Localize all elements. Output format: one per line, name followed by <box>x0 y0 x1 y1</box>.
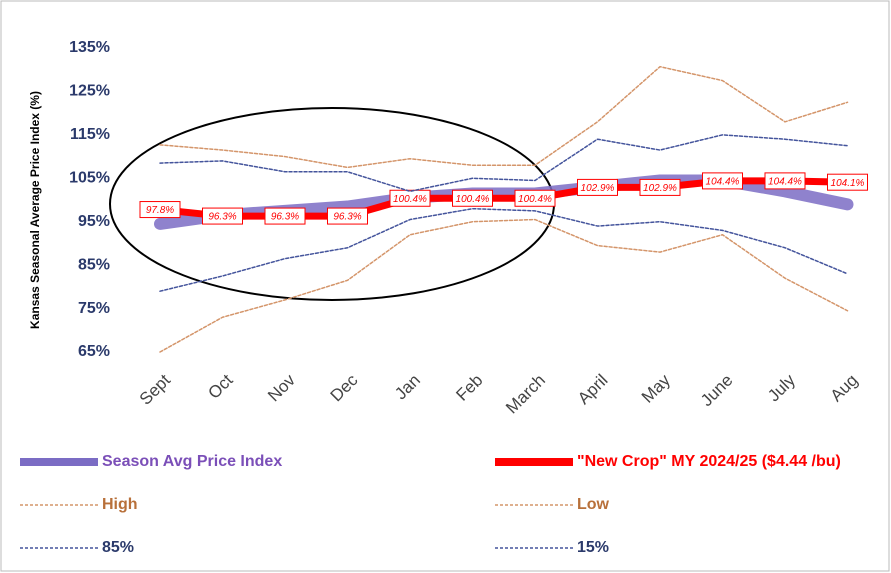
value-label-box <box>264 207 306 225</box>
value-label-box <box>702 172 743 190</box>
value-label-box <box>139 201 181 219</box>
value-label-box <box>827 173 868 191</box>
value-label-box <box>452 189 493 207</box>
y-tick-label: 125% <box>69 83 110 100</box>
legend-label: 85% <box>102 539 134 556</box>
y-tick-label: 65% <box>78 343 110 360</box>
series-line <box>159 207 849 292</box>
value-label: 96.3% <box>208 212 236 223</box>
value-label-box <box>327 207 368 225</box>
value-label-box <box>639 178 681 196</box>
value-label: 102.9% <box>643 183 677 194</box>
legend-label: High <box>102 496 138 513</box>
y-tick-label: 135% <box>69 39 110 56</box>
y-tick-label: 85% <box>78 256 110 273</box>
value-label-box <box>764 172 806 190</box>
value-label-box <box>577 178 618 196</box>
value-label: 97.8% <box>146 205 174 216</box>
value-label: 96.3% <box>333 212 361 223</box>
value-label: 102.9% <box>581 183 615 194</box>
value-label: 96.3% <box>271 212 299 223</box>
value-label-box <box>514 189 556 207</box>
y-tick-label: 105% <box>69 170 110 187</box>
value-label: 100.4% <box>456 194 490 205</box>
legend-label: 15% <box>577 539 609 556</box>
value-label: 104.4% <box>706 177 740 188</box>
y-tick-label: 115% <box>70 126 110 143</box>
value-label: 100.4% <box>518 194 552 205</box>
value-label: 104.1% <box>831 178 865 189</box>
legend-label: "New Crop" MY 2024/25 ($4.44 /bu) <box>577 453 841 470</box>
series-line <box>159 134 849 193</box>
series-line <box>159 218 849 353</box>
legend-label: Season Avg Price Index <box>102 453 282 470</box>
legend-label: Low <box>577 496 610 513</box>
y-tick-label: 95% <box>78 213 110 230</box>
value-label: 100.4% <box>393 194 427 205</box>
y-axis-label: Kansas Seasonal Average Price Index (%) <box>28 91 42 329</box>
y-tick-label: 75% <box>78 300 110 317</box>
value-label: 104.4% <box>768 177 802 188</box>
series-line <box>159 65 849 169</box>
value-label-box <box>202 207 243 225</box>
value-label-box <box>389 189 431 207</box>
